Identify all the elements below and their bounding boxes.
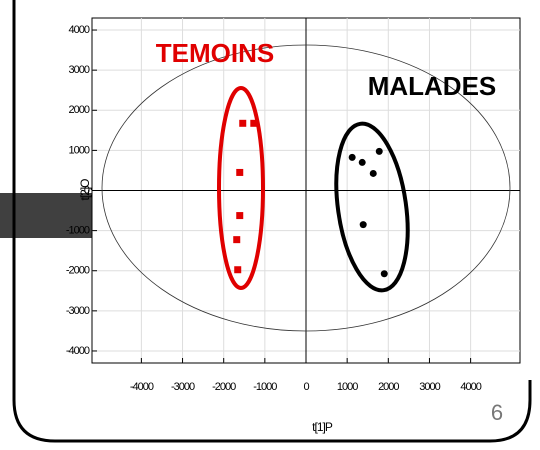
slide-frame <box>12 0 532 443</box>
y-tick-label: 4000 <box>69 24 90 36</box>
point <box>359 221 367 229</box>
y-tick-label: 2000 <box>69 104 90 116</box>
y-tick-label: 3000 <box>69 64 90 76</box>
confidence-ellipse <box>101 44 511 332</box>
y-tick-label: -2000 <box>66 265 90 277</box>
x-tick-label: 3000 <box>419 381 440 393</box>
point <box>236 168 244 176</box>
x-tick-label: 0 <box>303 381 309 393</box>
group-ellipse <box>334 121 410 293</box>
page-number: 6 <box>491 400 503 425</box>
point <box>236 212 244 220</box>
group-ellipse <box>217 86 265 290</box>
point <box>358 158 366 166</box>
annotation: MALADES <box>368 71 497 101</box>
x-tick-label: 2000 <box>378 381 399 393</box>
y-tick-label: 0 <box>84 184 90 196</box>
point <box>348 153 356 161</box>
x-tick-label: -2000 <box>212 381 236 393</box>
y-tick-label: -4000 <box>66 345 90 357</box>
x-axis-label: t[1]P <box>312 420 333 434</box>
point <box>250 119 258 127</box>
y-axis-label: t[2]O <box>78 179 92 201</box>
point <box>375 147 383 155</box>
point <box>369 169 377 177</box>
x-tick-label: -1000 <box>253 381 277 393</box>
y-tick-label: 1000 <box>69 144 90 156</box>
x-tick-label: 1000 <box>337 381 358 393</box>
x-tick-label: 4000 <box>460 381 481 393</box>
annotation: TEMOINS <box>156 38 274 68</box>
point <box>380 270 388 278</box>
x-tick-label: -4000 <box>130 381 154 393</box>
point <box>234 266 242 274</box>
y-tick-label: -3000 <box>66 305 90 317</box>
point <box>233 236 241 244</box>
point <box>239 119 247 127</box>
x-tick-label: -3000 <box>171 381 195 393</box>
y-tick-label: -1000 <box>66 225 90 237</box>
